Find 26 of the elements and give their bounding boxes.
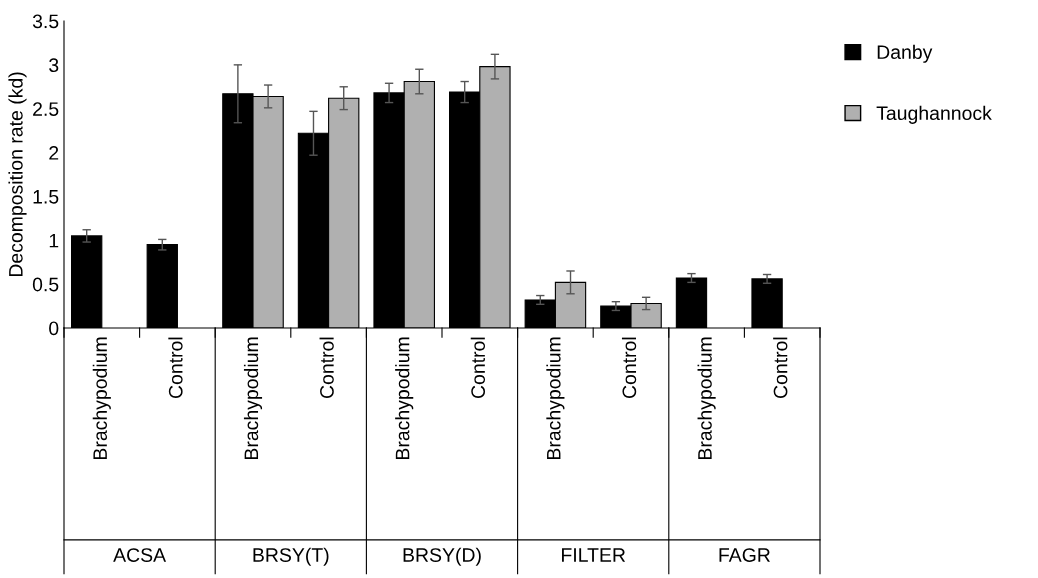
x-tick-label: Brachypodium <box>546 337 565 460</box>
x-tick-label: Control <box>319 337 334 399</box>
x-tick-label: Brachypodium <box>92 337 111 460</box>
text: BRSY(T) <box>253 547 329 566</box>
y-tick-label: 1.5 <box>33 190 59 204</box>
x-tick-label: Control <box>470 337 486 399</box>
text: FILTER <box>562 548 626 562</box>
text: BRSY(D) <box>403 547 481 566</box>
y-tick-label: 2 <box>49 146 59 160</box>
text: FAGR <box>719 548 770 562</box>
y-tick-label: 1 <box>49 233 59 248</box>
x-tick-label: Brachypodium <box>243 337 263 460</box>
x-tick-label: Control <box>621 337 637 399</box>
x-tick-label: Brachypodium <box>697 337 716 460</box>
y-tick-label: 0.5 <box>32 277 59 292</box>
legend-label: Danby <box>877 44 933 63</box>
x-tick-label: Brachypodium <box>395 337 414 460</box>
y-tick-label: 3.5 <box>32 14 59 29</box>
y-tick-label: 2.5 <box>33 102 59 116</box>
y-axis-title: Decomposition rate (kd) <box>8 72 27 277</box>
x-tick-label: Control <box>773 337 788 399</box>
text: ACSA <box>113 548 167 562</box>
legend-label: Taughannock <box>876 105 992 124</box>
x-tick-label: Control <box>168 337 183 399</box>
y-tick-label: 0 <box>49 321 59 336</box>
y-tick-label: 3 <box>49 58 59 73</box>
